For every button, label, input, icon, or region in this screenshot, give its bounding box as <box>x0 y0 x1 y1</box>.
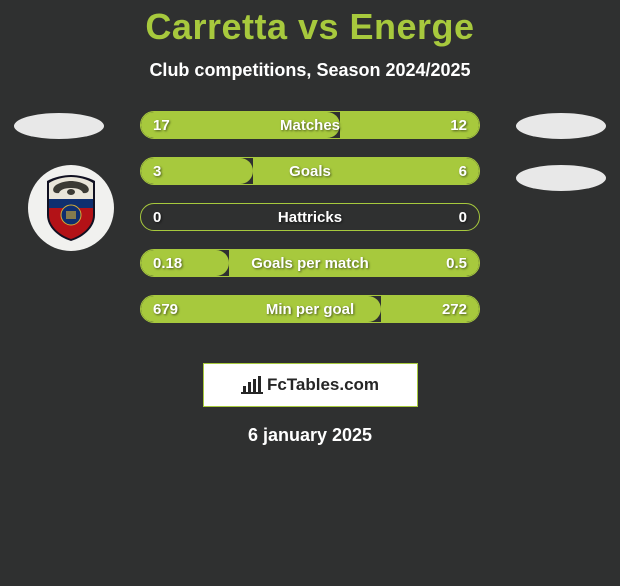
stat-label: Goals per match <box>141 250 479 276</box>
right-mid-logo-placeholder <box>516 165 606 191</box>
right-top-logo-placeholder <box>516 113 606 139</box>
stat-row-goals: 3 Goals 6 <box>140 157 480 185</box>
stat-right-value: 0 <box>459 204 467 230</box>
stat-row-hattricks: 0 Hattricks 0 <box>140 203 480 231</box>
attribution-text: FcTables.com <box>267 375 379 395</box>
stat-label: Min per goal <box>141 296 479 322</box>
comparison-panel: 17 Matches 12 3 Goals 6 0 Hattricks 0 0.… <box>0 111 620 351</box>
page-title: Carretta vs Energe <box>0 6 620 48</box>
left-club-crest <box>28 165 114 251</box>
date-text: 6 january 2025 <box>0 425 620 446</box>
stat-right-value: 272 <box>442 296 467 322</box>
stat-label: Hattricks <box>141 204 479 230</box>
stat-right-value: 12 <box>450 112 467 138</box>
stat-row-matches: 17 Matches 12 <box>140 111 480 139</box>
stat-label: Goals <box>141 158 479 184</box>
stat-row-min-per-goal: 679 Min per goal 272 <box>140 295 480 323</box>
stat-right-value: 6 <box>459 158 467 184</box>
bar-chart-icon <box>241 376 263 394</box>
left-top-logo-placeholder <box>14 113 104 139</box>
stat-bars: 17 Matches 12 3 Goals 6 0 Hattricks 0 0.… <box>140 111 480 341</box>
stat-row-goals-per-match: 0.18 Goals per match 0.5 <box>140 249 480 277</box>
casertana-crest-icon <box>44 175 98 241</box>
attribution-box[interactable]: FcTables.com <box>203 363 418 407</box>
stat-right-value: 0.5 <box>446 250 467 276</box>
page-subtitle: Club competitions, Season 2024/2025 <box>0 60 620 81</box>
stat-label: Matches <box>141 112 479 138</box>
